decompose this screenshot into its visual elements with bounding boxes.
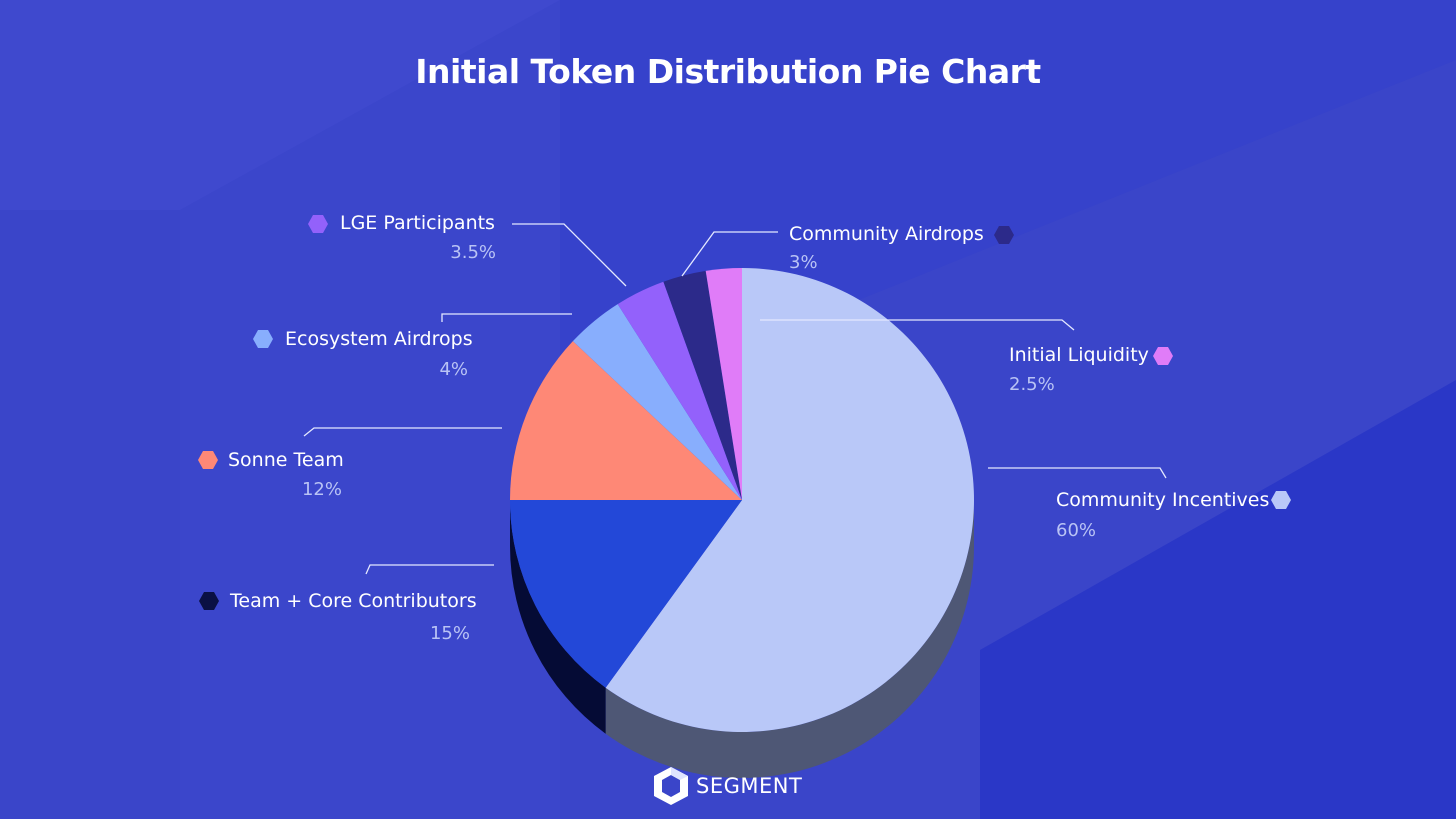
label-ecosystem-airdrops: Ecosystem Airdrops	[285, 328, 473, 350]
pct-team-core-contributors: 15%	[429, 623, 470, 644]
segment-logo-icon	[654, 767, 688, 805]
pct-community-airdrops: 3%	[789, 252, 818, 273]
chart-title: Initial Token Distribution Pie Chart	[415, 52, 1041, 91]
pie-sides	[510, 500, 974, 778]
label-team-core-contributors: Team + Core Contributors	[230, 590, 477, 612]
pie-tops	[510, 268, 975, 732]
pct-ecosystem-airdrops: 4%	[439, 359, 468, 380]
slice-ecosystem-airdrops	[572, 304, 742, 500]
pct-sonne-team: 12%	[301, 479, 342, 500]
slice-sonne-team	[510, 341, 742, 500]
leader-line	[441, 313, 572, 322]
leader-line	[512, 223, 627, 287]
slice-lge-participants	[617, 281, 742, 500]
legend-marker-initial-liquidity	[1153, 347, 1173, 365]
legend-marker-lge-participants	[308, 215, 328, 233]
label-lge-participants: LGE Participants	[340, 212, 495, 234]
legend-marker-ecosystem-airdrops	[253, 330, 273, 348]
brand-name: SEGMENT	[696, 774, 803, 798]
slice-initial-liquidity	[705, 268, 742, 500]
label-community-incentives: Community Incentives	[1056, 489, 1270, 511]
slice-team-core-contributors	[510, 500, 742, 688]
legend-marker-sonne-team	[198, 451, 218, 469]
label-initial-liquidity: Initial Liquidity	[1009, 344, 1149, 366]
leader-line	[365, 564, 494, 575]
slice-community-incentives	[605, 268, 975, 732]
leader-line	[681, 231, 778, 277]
label-sonne-team: Sonne Team	[228, 449, 344, 471]
pct-initial-liquidity: 2.5%	[1009, 374, 1055, 395]
leader-line	[760, 319, 1075, 331]
leader-line	[988, 467, 1167, 479]
legend-marker-team-core-contributors	[199, 592, 219, 610]
slice-side-community-incentives	[605, 500, 974, 778]
slice-community-airdrops	[663, 270, 742, 500]
pct-community-incentives: 60%	[1056, 520, 1097, 541]
legend-marker-community-airdrops	[994, 226, 1014, 244]
leader-line	[303, 427, 502, 437]
legend-marker-community-incentives	[1271, 491, 1291, 509]
pct-lge-participants: 3.5%	[450, 242, 496, 263]
brand-logo: SEGMENT	[652, 766, 802, 806]
slice-side-team-core-contributors	[510, 500, 606, 734]
label-community-airdrops: Community Airdrops	[789, 223, 984, 245]
